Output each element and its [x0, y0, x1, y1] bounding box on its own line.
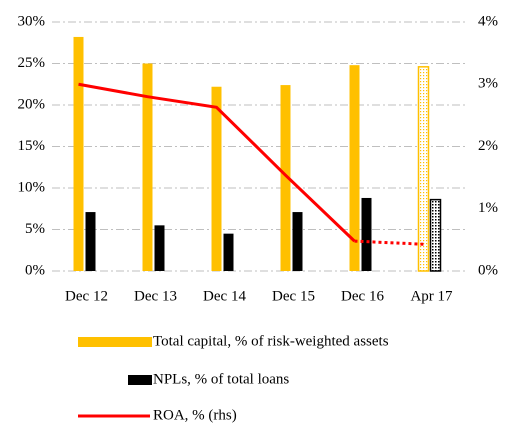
line: [78, 82, 356, 243]
x-tick-label: Apr 17: [410, 288, 453, 304]
bar: [211, 86, 222, 272]
bar: [142, 63, 153, 271]
x-tick-label: Dec 12: [65, 288, 108, 304]
bar: [292, 212, 303, 271]
bar: [349, 65, 360, 271]
bar: [280, 85, 291, 271]
y-tick-label: 25%: [18, 55, 46, 71]
x-tick-label: Dec 13: [134, 288, 177, 304]
y2-tick-label: 4%: [478, 13, 498, 29]
y-tick-label: 15%: [18, 138, 46, 154]
bar: [429, 198, 442, 272]
y-tick-label: 10%: [18, 179, 46, 195]
bar: [361, 197, 372, 271]
x-tick-label: Dec 14: [203, 288, 246, 304]
y2-tick-label: 3%: [478, 76, 498, 92]
bar: [223, 233, 234, 271]
y2-tick-label: 2%: [478, 138, 498, 154]
x-tick-label: Dec 16: [341, 288, 384, 304]
bar: [73, 36, 84, 271]
x-tick-label: Dec 15: [272, 288, 315, 304]
y-tick-label: 5%: [25, 221, 45, 237]
y2-tick-label: 0%: [478, 262, 498, 278]
y-tick-label: 20%: [18, 96, 46, 112]
bar: [154, 225, 165, 271]
bar: [417, 66, 430, 272]
legend-swatch: [78, 337, 152, 347]
y-tick-label: 0%: [25, 262, 45, 278]
legend-label: NPLs, % of total loans: [153, 371, 289, 387]
legend-swatch: [128, 375, 152, 385]
y2-tick-label: 1%: [478, 200, 498, 216]
bar: [85, 212, 96, 271]
y-tick-label: 30%: [18, 13, 46, 29]
legend-label: Total capital, % of risk-weighted assets: [153, 333, 389, 349]
legend-label: ROA, % (rhs): [153, 407, 237, 423]
